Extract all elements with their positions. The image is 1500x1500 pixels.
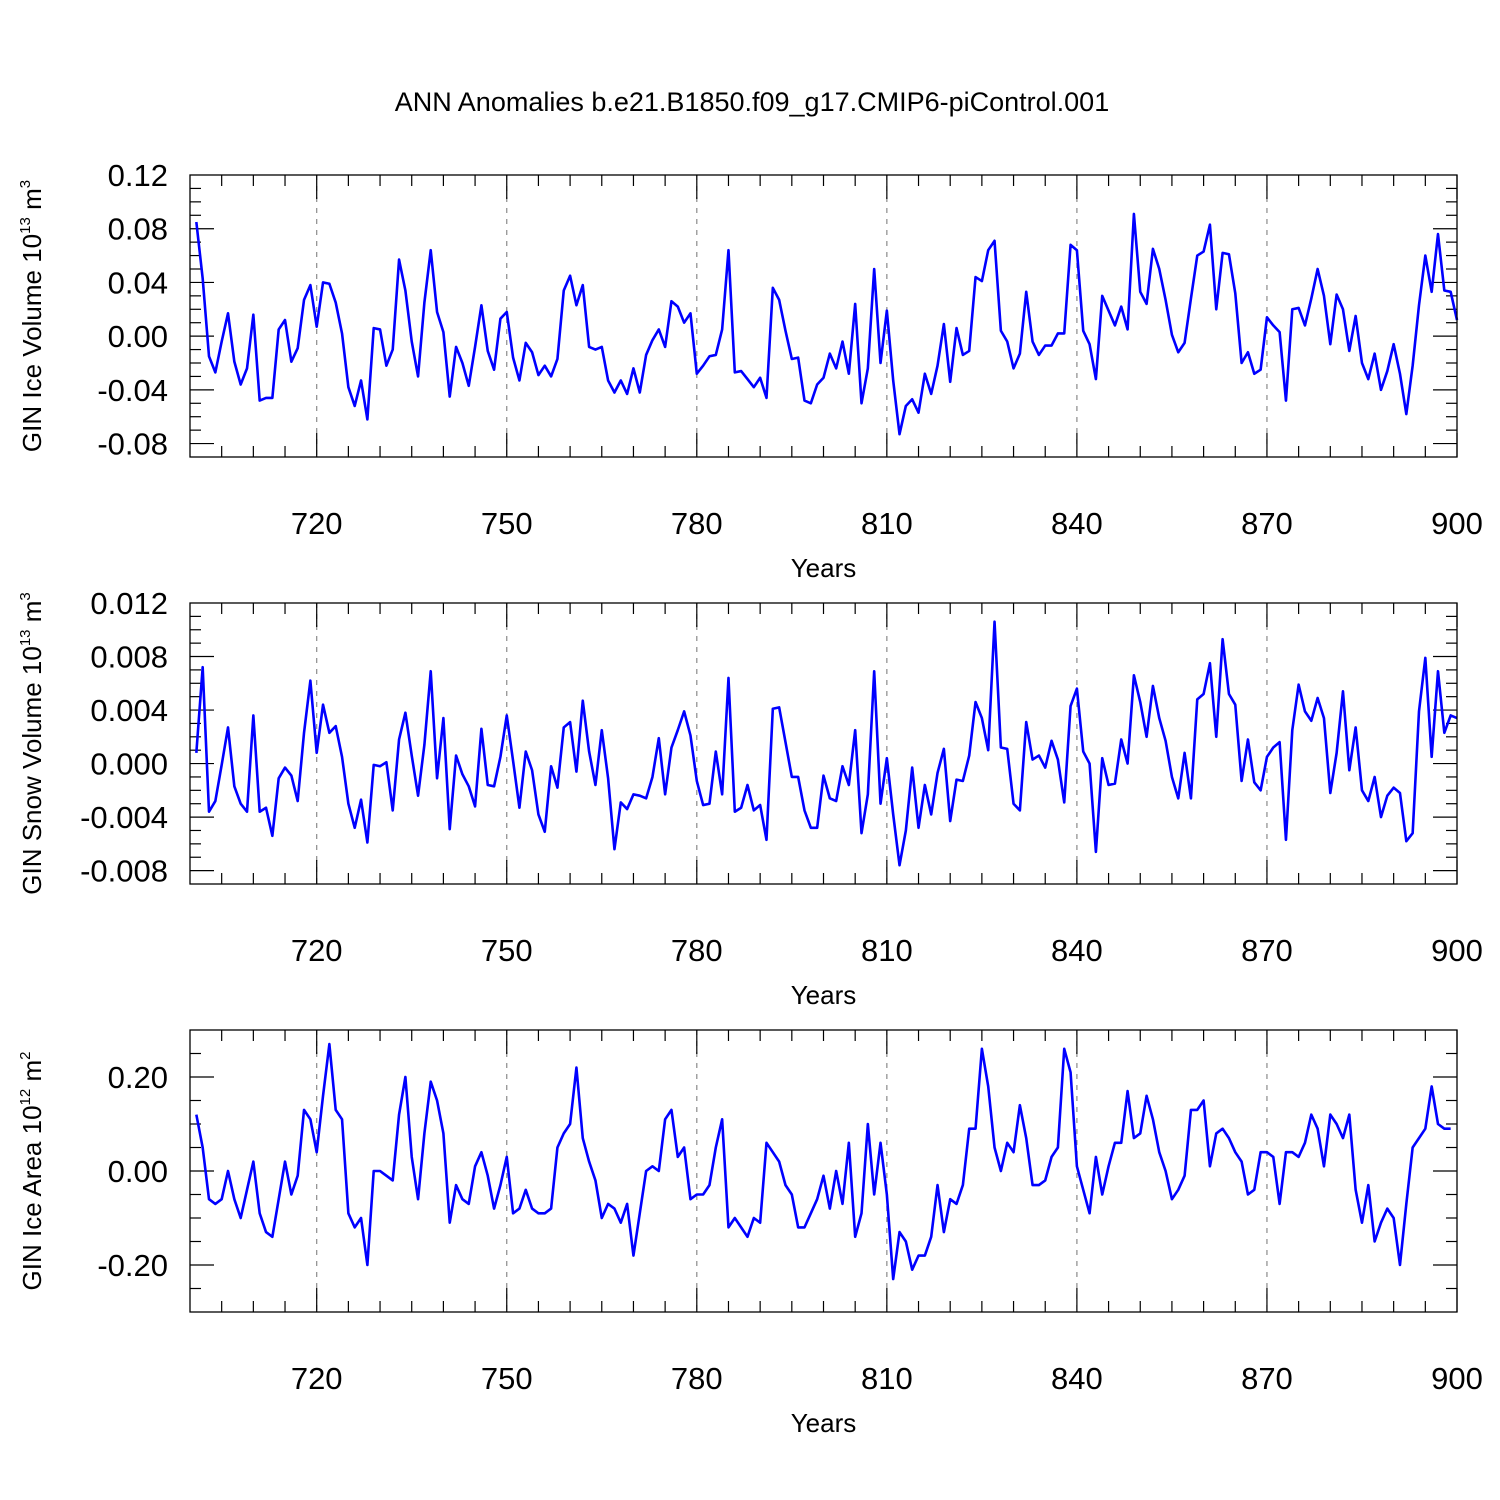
panel-snow-volume: -0.008 -0.004 0.000 0.004 0.008 0.012 720 750 78… [17, 586, 1483, 1010]
x-tick-label: 780 [671, 933, 723, 968]
y-tick-label: 0.00 [108, 1154, 168, 1189]
x-tick-label: 720 [291, 506, 343, 541]
x-tick-label: 900 [1431, 1361, 1483, 1396]
y-tick-label: 0.012 [90, 586, 168, 621]
y-tick-label: 0.000 [90, 747, 168, 782]
x-tick-label: 900 [1431, 506, 1483, 541]
x-tick-label: 870 [1241, 506, 1293, 541]
x-axis-label: Years [791, 553, 857, 583]
y-tick-label: 0.004 [90, 693, 168, 728]
x-tick-label: 840 [1051, 933, 1103, 968]
y-tick-label: 0.008 [90, 640, 168, 675]
plot-frame [189, 602, 1458, 885]
figure-title: ANN Anomalies b.e21.B1850.f09_g17.CMIP6-… [395, 87, 1109, 117]
x-axis-label: Years [791, 980, 857, 1010]
x-tick-label: 750 [481, 1361, 533, 1396]
y-axis-label: GIN Ice Area 1012 m2 [17, 1052, 47, 1291]
y-axis-label: GIN Ice Volume 1013 m3 [17, 180, 47, 452]
y-tick-label: 0.04 [108, 265, 168, 300]
x-tick-label: 720 [291, 1361, 343, 1396]
x-tick-label: 750 [481, 933, 533, 968]
y-axis-label: GIN Snow Volume 1013 m3 [17, 592, 47, 895]
series-line [195, 620, 1458, 867]
y-tick-label: 0.12 [108, 158, 168, 193]
plot-frame [189, 1029, 1458, 1313]
x-tick-label: 720 [291, 933, 343, 968]
x-tick-label: 870 [1241, 1361, 1293, 1396]
x-tick-label: 750 [481, 506, 533, 541]
x-tick-label: 870 [1241, 933, 1293, 968]
y-tick-label: -0.008 [80, 854, 168, 889]
plot-frame [189, 174, 1458, 458]
x-tick-label: 840 [1051, 506, 1103, 541]
y-tick-label: -0.20 [97, 1248, 168, 1283]
x-tick-label: 780 [671, 506, 723, 541]
y-tick-label: -0.08 [97, 427, 168, 462]
y-tick-label: 0.08 [108, 212, 168, 247]
y-tick-label: -0.04 [97, 373, 168, 408]
x-tick-label: 810 [861, 1361, 913, 1396]
panel-ice-volume: -0.08 -0.04 0.00 0.04 0.08 0.12 720 750 780 810 84… [17, 158, 1483, 583]
x-tick-label: 780 [671, 1361, 723, 1396]
x-tick-label: 810 [861, 933, 913, 968]
x-axis-label: Years [791, 1408, 857, 1438]
y-tick-label: 0.00 [108, 319, 168, 354]
series-line [195, 212, 1459, 436]
y-tick-label: -0.004 [80, 800, 168, 835]
x-tick-label: 900 [1431, 933, 1483, 968]
series-line [195, 1042, 1451, 1281]
y-tick-label: 0.20 [108, 1060, 168, 1095]
panel-ice-area: -0.20 0.00 0.20 720 750 780 810 840 870 900 Years G… [17, 1029, 1483, 1438]
x-tick-label: 840 [1051, 1361, 1103, 1396]
x-tick-label: 810 [861, 506, 913, 541]
